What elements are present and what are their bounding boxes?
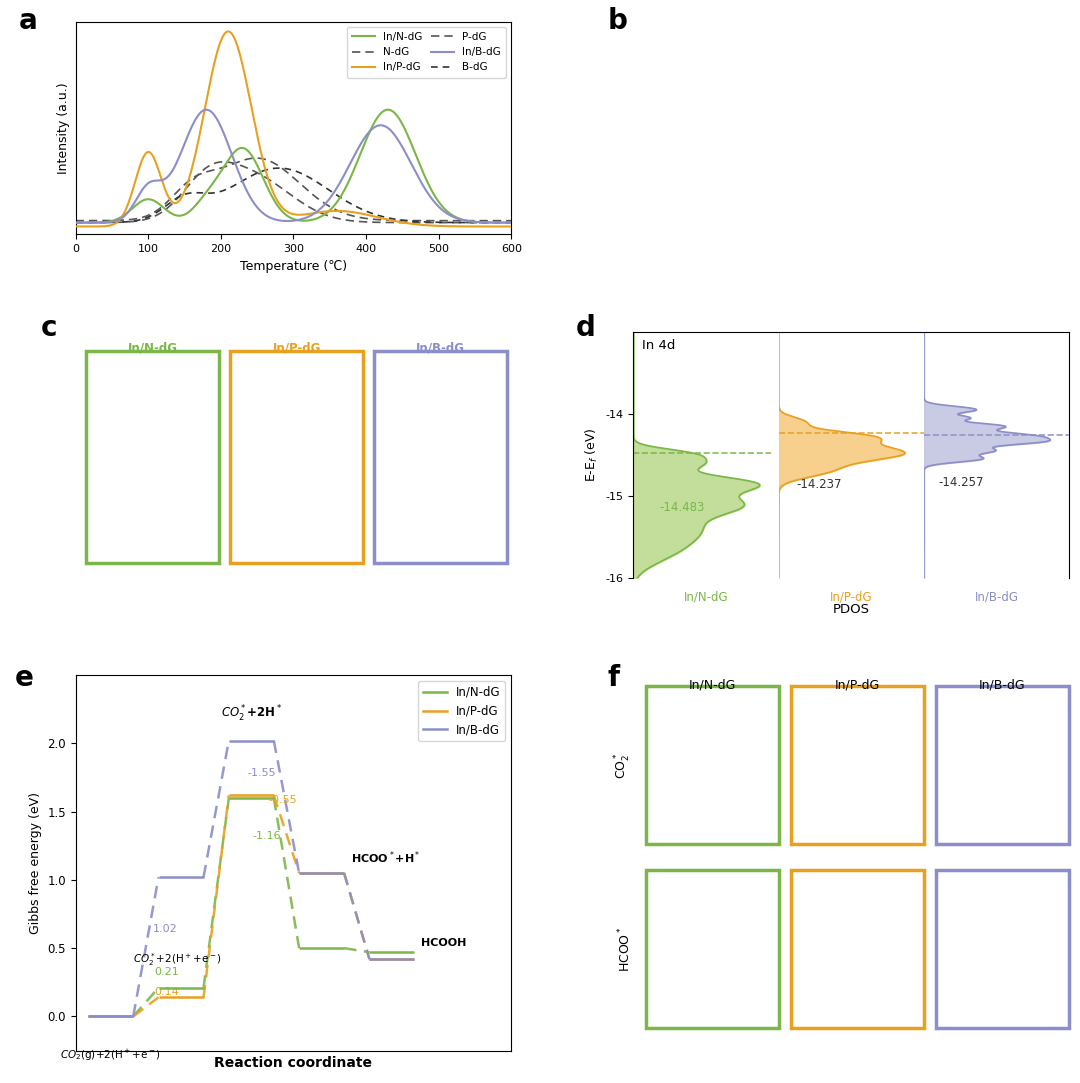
Text: In/B-dG: In/B-dG [974, 590, 1018, 603]
Text: $CO_2$(g)+2(H$^+$+e$^-$): $CO_2$(g)+2(H$^+$+e$^-$) [60, 1047, 161, 1062]
Text: b: b [607, 6, 627, 35]
Text: -14.483: -14.483 [660, 501, 705, 514]
Text: HCOO$^*$: HCOO$^*$ [617, 926, 633, 973]
Text: HCOOH: HCOOH [421, 938, 467, 948]
Legend: In/N-dG, In/P-dG, In/B-dG: In/N-dG, In/P-dG, In/B-dG [418, 681, 505, 741]
FancyBboxPatch shape [936, 687, 1069, 844]
FancyBboxPatch shape [374, 351, 507, 563]
Y-axis label: E-E$_f$ (eV): E-E$_f$ (eV) [584, 428, 600, 482]
Y-axis label: Gibbs free energy (eV): Gibbs free energy (eV) [29, 792, 42, 934]
FancyBboxPatch shape [646, 871, 779, 1028]
Text: -1.16: -1.16 [253, 831, 282, 840]
Text: -14.237: -14.237 [796, 478, 841, 491]
Text: -1.55: -1.55 [247, 768, 276, 778]
FancyBboxPatch shape [230, 351, 363, 563]
X-axis label: PDOS: PDOS [833, 603, 869, 616]
Text: In/P-dG: In/P-dG [272, 341, 321, 354]
Text: $CO_2^*$+2H$^*$: $CO_2^*$+2H$^*$ [220, 704, 282, 725]
Text: In 4d: In 4d [643, 339, 675, 352]
Text: 0.21: 0.21 [154, 967, 179, 978]
Text: In/N-dG: In/N-dG [684, 590, 728, 603]
Y-axis label: Intensity (a.u.): Intensity (a.u.) [57, 82, 70, 174]
X-axis label: Reaction coordinate: Reaction coordinate [215, 1056, 373, 1070]
Text: f: f [607, 664, 620, 692]
Text: CO$_2^*$: CO$_2^*$ [613, 752, 633, 779]
Text: In/B-dG: In/B-dG [978, 679, 1026, 692]
Text: $CO_2^*$+2(H$^+$+e$^-$): $CO_2^*$+2(H$^+$+e$^-$) [133, 951, 222, 968]
Text: a: a [19, 6, 38, 35]
Text: 0.14: 0.14 [154, 987, 179, 996]
Text: In/N-dG: In/N-dG [688, 679, 735, 692]
Text: HCOO$^*$+H$^*$: HCOO$^*$+H$^*$ [351, 850, 421, 866]
Text: -0.55: -0.55 [269, 795, 297, 806]
Text: In/P-dG: In/P-dG [831, 590, 873, 603]
Text: In/N-dG: In/N-dG [127, 341, 178, 354]
Text: c: c [41, 314, 57, 342]
Text: In/B-dG: In/B-dG [416, 341, 465, 354]
Text: d: d [576, 314, 595, 342]
Text: In/P-dG: In/P-dG [835, 679, 880, 692]
FancyBboxPatch shape [791, 687, 923, 844]
Text: 1.02: 1.02 [153, 924, 178, 934]
Legend: In/N-dG, N-dG, In/P-dG, P-dG, In/B-dG, B-dG: In/N-dG, N-dG, In/P-dG, P-dG, In/B-dG, B… [347, 27, 507, 78]
Text: e: e [15, 664, 33, 692]
FancyBboxPatch shape [646, 687, 779, 844]
FancyBboxPatch shape [936, 871, 1069, 1028]
X-axis label: Temperature (℃): Temperature (℃) [240, 260, 347, 273]
FancyBboxPatch shape [86, 351, 219, 563]
FancyBboxPatch shape [791, 871, 923, 1028]
Text: -14.257: -14.257 [939, 475, 984, 488]
